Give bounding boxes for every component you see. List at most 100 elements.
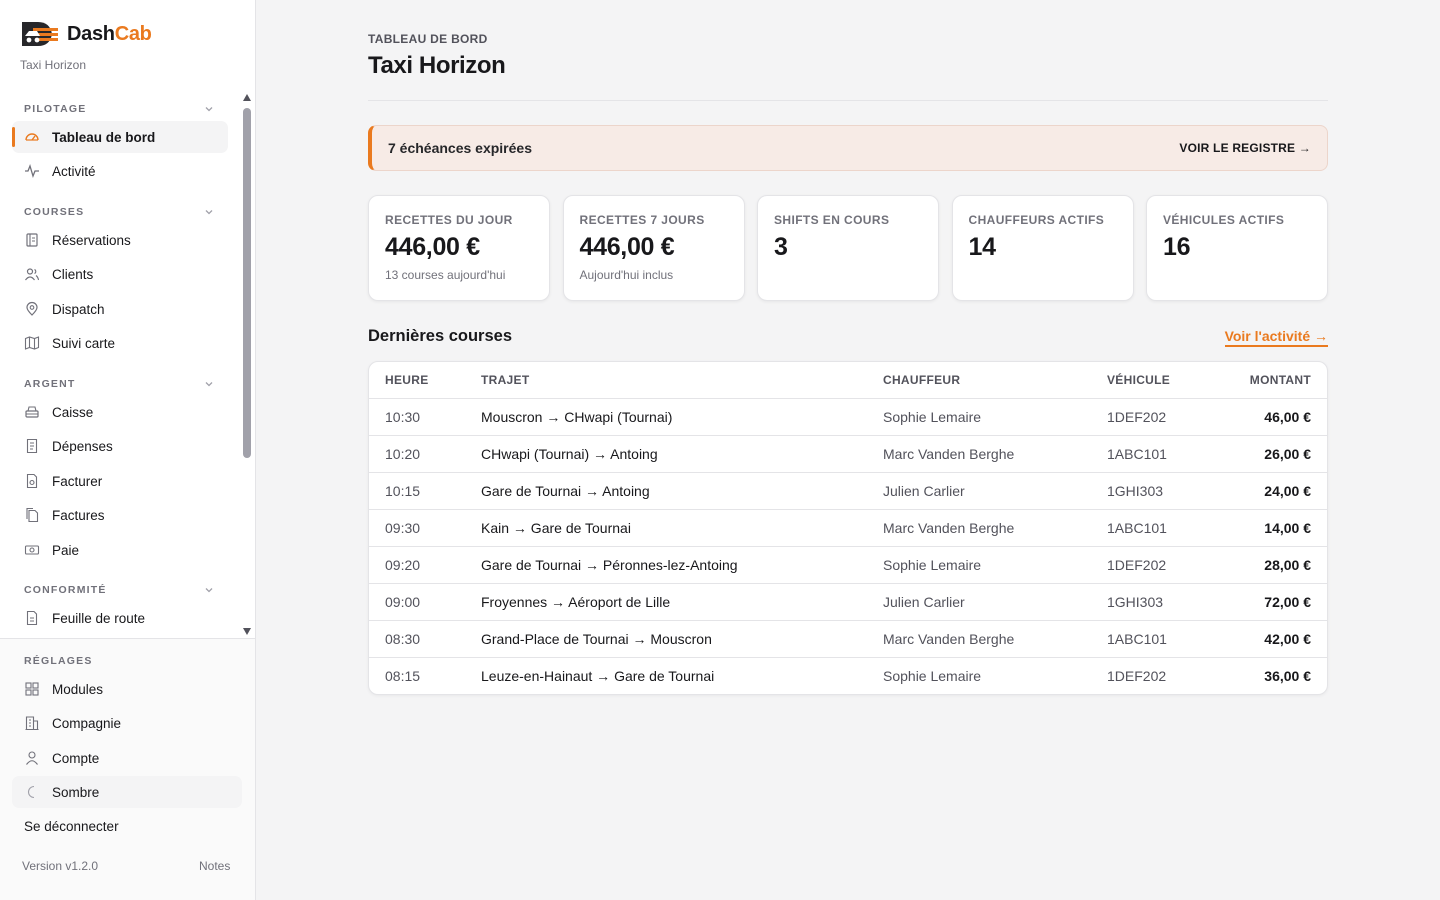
cell-trajet: Gare de Tournai → Antoing: [465, 472, 867, 510]
section-title-courses: COURSES: [24, 206, 85, 218]
sidebar-item-compagnie[interactable]: Compagnie: [12, 707, 242, 739]
company-name: Taxi Horizon: [20, 58, 87, 72]
scroll-up-arrow-icon[interactable]: [243, 94, 251, 101]
view-register-link[interactable]: VOIR LE REGISTRE →: [1179, 141, 1311, 155]
logout-link[interactable]: Se déconnecter: [24, 819, 119, 834]
cell-montant: 36,00 €: [1264, 667, 1311, 684]
sidebar-item-label: Compagnie: [52, 715, 122, 731]
cell-montant: 24,00 €: [1201, 472, 1327, 510]
cell-chauffeur: Marc Vanden Berghe: [867, 435, 1091, 473]
section-title-reglages: RÉGLAGES: [24, 655, 93, 667]
sidebar-item-label: Réservations: [52, 232, 131, 248]
cell-montant: 14,00 €: [1201, 509, 1327, 547]
sidebar-item-label: Modules: [52, 681, 104, 697]
sidebar-item-activite[interactable]: Activité: [12, 155, 228, 187]
sidebar-scrollbar[interactable]: [242, 92, 252, 638]
table-row[interactable]: 09:00 Froyennes → Aéroport de Lille Julien…: [369, 583, 1327, 621]
sidebar-item-factures[interactable]: Factures: [12, 499, 228, 531]
cell-vehicule: 1ABC101: [1091, 509, 1201, 547]
cell-vehicule: 1DEF202: [1091, 398, 1201, 436]
chevron-down-icon[interactable]: [204, 104, 214, 114]
dark-mode-toggle[interactable]: Sombre: [12, 776, 242, 808]
column-header-trajet[interactable]: TRAJET: [465, 362, 867, 399]
table-header-row: HEURE TRAJET CHAUFFEUR VÉHICULE MONTANT: [369, 362, 1327, 399]
cell-heure: 09:30: [369, 509, 465, 547]
sidebar-item-tableau-de-bord[interactable]: Tableau de bord: [12, 121, 228, 153]
table-row[interactable]: 09:20 Gare de Tournai → Péronnes-lez-Anto…: [369, 546, 1327, 584]
cell-heure: 10:20: [369, 435, 465, 473]
sidebar-item-label: Caisse: [52, 404, 94, 420]
sidebar-item-clients[interactable]: Clients: [12, 258, 228, 290]
cash-register-icon: [24, 404, 40, 420]
receipt-icon: [24, 438, 40, 454]
sidebar-item-feuille-de-route[interactable]: Feuille de route: [12, 602, 228, 634]
scroll-down-arrow-icon[interactable]: [243, 628, 251, 635]
sidebar-item-modules[interactable]: Modules: [12, 673, 242, 705]
cell-montant: 46,00 €: [1201, 398, 1327, 436]
chevron-down-icon[interactable]: [204, 207, 214, 217]
table-row[interactable]: 08:30 Grand-Place de Tournai → Mouscron Ma…: [369, 620, 1327, 658]
stat-sub: Aujourd'hui inclus: [579, 268, 674, 282]
table-row[interactable]: 10:20 CHwapi (Tournai) → Antoing Marc Vand…: [369, 435, 1327, 473]
sidebar-item-compte[interactable]: Compte: [12, 742, 242, 774]
table-row[interactable]: 10:15 Gare de Tournai → Antoing Julien Car…: [369, 472, 1327, 510]
sidebar-item-suivi-carte[interactable]: Suivi carte: [12, 327, 228, 359]
chevron-down-icon[interactable]: [204, 585, 214, 595]
gauge-icon: [24, 129, 40, 145]
documents-icon: [24, 507, 40, 523]
cell-heure: 09:00: [369, 583, 465, 621]
sidebar: DashCab Taxi Horizon PILOTAGE Tableau de…: [0, 0, 256, 900]
sidebar-item-caisse[interactable]: Caisse: [12, 396, 228, 428]
sidebar-item-label: Paie: [52, 542, 80, 558]
table-row[interactable]: 10:30 Mouscron → CHwapi (Tournai) Sophie L…: [369, 398, 1327, 436]
sidebar-item-label: Clients: [52, 266, 94, 282]
table-row[interactable]: 09:30 Kain → Gare de Tournai Marc Vanden B…: [369, 509, 1327, 547]
stat-card-chauffeurs-actifs: CHAUFFEURS ACTIFS 14: [951, 195, 1134, 301]
sidebar-item-facturer[interactable]: Facturer: [12, 465, 228, 497]
sidebar-item-paie[interactable]: Paie: [12, 534, 228, 566]
cell-trajet: CHwapi (Tournai) → Antoing: [465, 435, 867, 473]
release-notes-link[interactable]: Notes: [199, 859, 231, 873]
cell-chauffeur: Marc Vanden Berghe: [867, 509, 1091, 547]
cell-chauffeur: Sophie Lemaire: [883, 667, 982, 684]
booking-icon: [24, 232, 40, 248]
version-label: Version v1.2.0: [22, 859, 99, 873]
column-header-montant[interactable]: MONTANT: [1201, 362, 1327, 399]
sidebar-item-label: Suivi carte: [52, 335, 116, 351]
cell-montant: 26,00 €: [1201, 435, 1327, 473]
view-activity-link[interactable]: Voir l'activité →: [1224, 328, 1328, 347]
scrollbar-thumb[interactable]: [243, 108, 251, 458]
alert-text: 7 échéances expirées: [388, 140, 532, 156]
stat-label: RECETTES 7 JOURS: [579, 213, 705, 227]
stat-card-vehicules-actifs: VÉHICULES ACTIFS 16: [1146, 195, 1328, 301]
sidebar-item-reservations[interactable]: Réservations: [12, 224, 228, 256]
table-row[interactable]: 08:15 Leuze-en-Hainaut → Gare de Tournai S…: [369, 657, 1327, 694]
chevron-down-icon[interactable]: [204, 379, 214, 389]
map-icon: [24, 335, 40, 351]
sidebar-item-label: Factures: [52, 507, 105, 523]
cell-trajet: Froyennes → Aéroport de Lille: [465, 583, 867, 621]
cell-montant: 42,00 €: [1201, 620, 1327, 658]
sidebar-item-label: Compte: [52, 750, 100, 766]
sidebar-item-depenses[interactable]: Dépenses: [12, 430, 228, 462]
column-header-vehicule[interactable]: VÉHICULE: [1091, 362, 1201, 399]
cell-trajet: Kain → Gare de Tournai: [465, 509, 867, 547]
cell-chauffeur: Julien Carlier: [867, 472, 1091, 510]
sidebar-nav: PILOTAGE Tableau de bord Activité COURSE…: [0, 92, 240, 638]
sidebar-item-label: Feuille de route: [52, 610, 146, 626]
stat-value: 446,00 €: [579, 233, 675, 261]
sidebar-item-label: Activité: [52, 163, 96, 179]
dashcab-logo-icon: [22, 22, 58, 46]
location-pin-icon: [24, 301, 40, 317]
recent-rides-header: Dernières courses Voir l'activité →: [368, 327, 1328, 349]
brand[interactable]: DashCab: [20, 18, 152, 50]
stat-label: CHAUFFEURS ACTIFS: [968, 213, 1105, 227]
section-title-pilotage: PILOTAGE: [24, 103, 87, 115]
grid-icon: [24, 681, 40, 697]
stat-label: SHIFTS EN COURS: [774, 213, 890, 227]
sidebar-item-dispatch[interactable]: Dispatch: [12, 293, 228, 325]
stat-card-recettes-7-jours: RECETTES 7 JOURS 446,00 € Aujourd'hui in…: [562, 195, 745, 301]
column-header-chauffeur[interactable]: CHAUFFEUR: [867, 362, 1091, 399]
column-header-heure[interactable]: HEURE: [369, 362, 465, 399]
cell-montant: 28,00 €: [1201, 546, 1327, 584]
